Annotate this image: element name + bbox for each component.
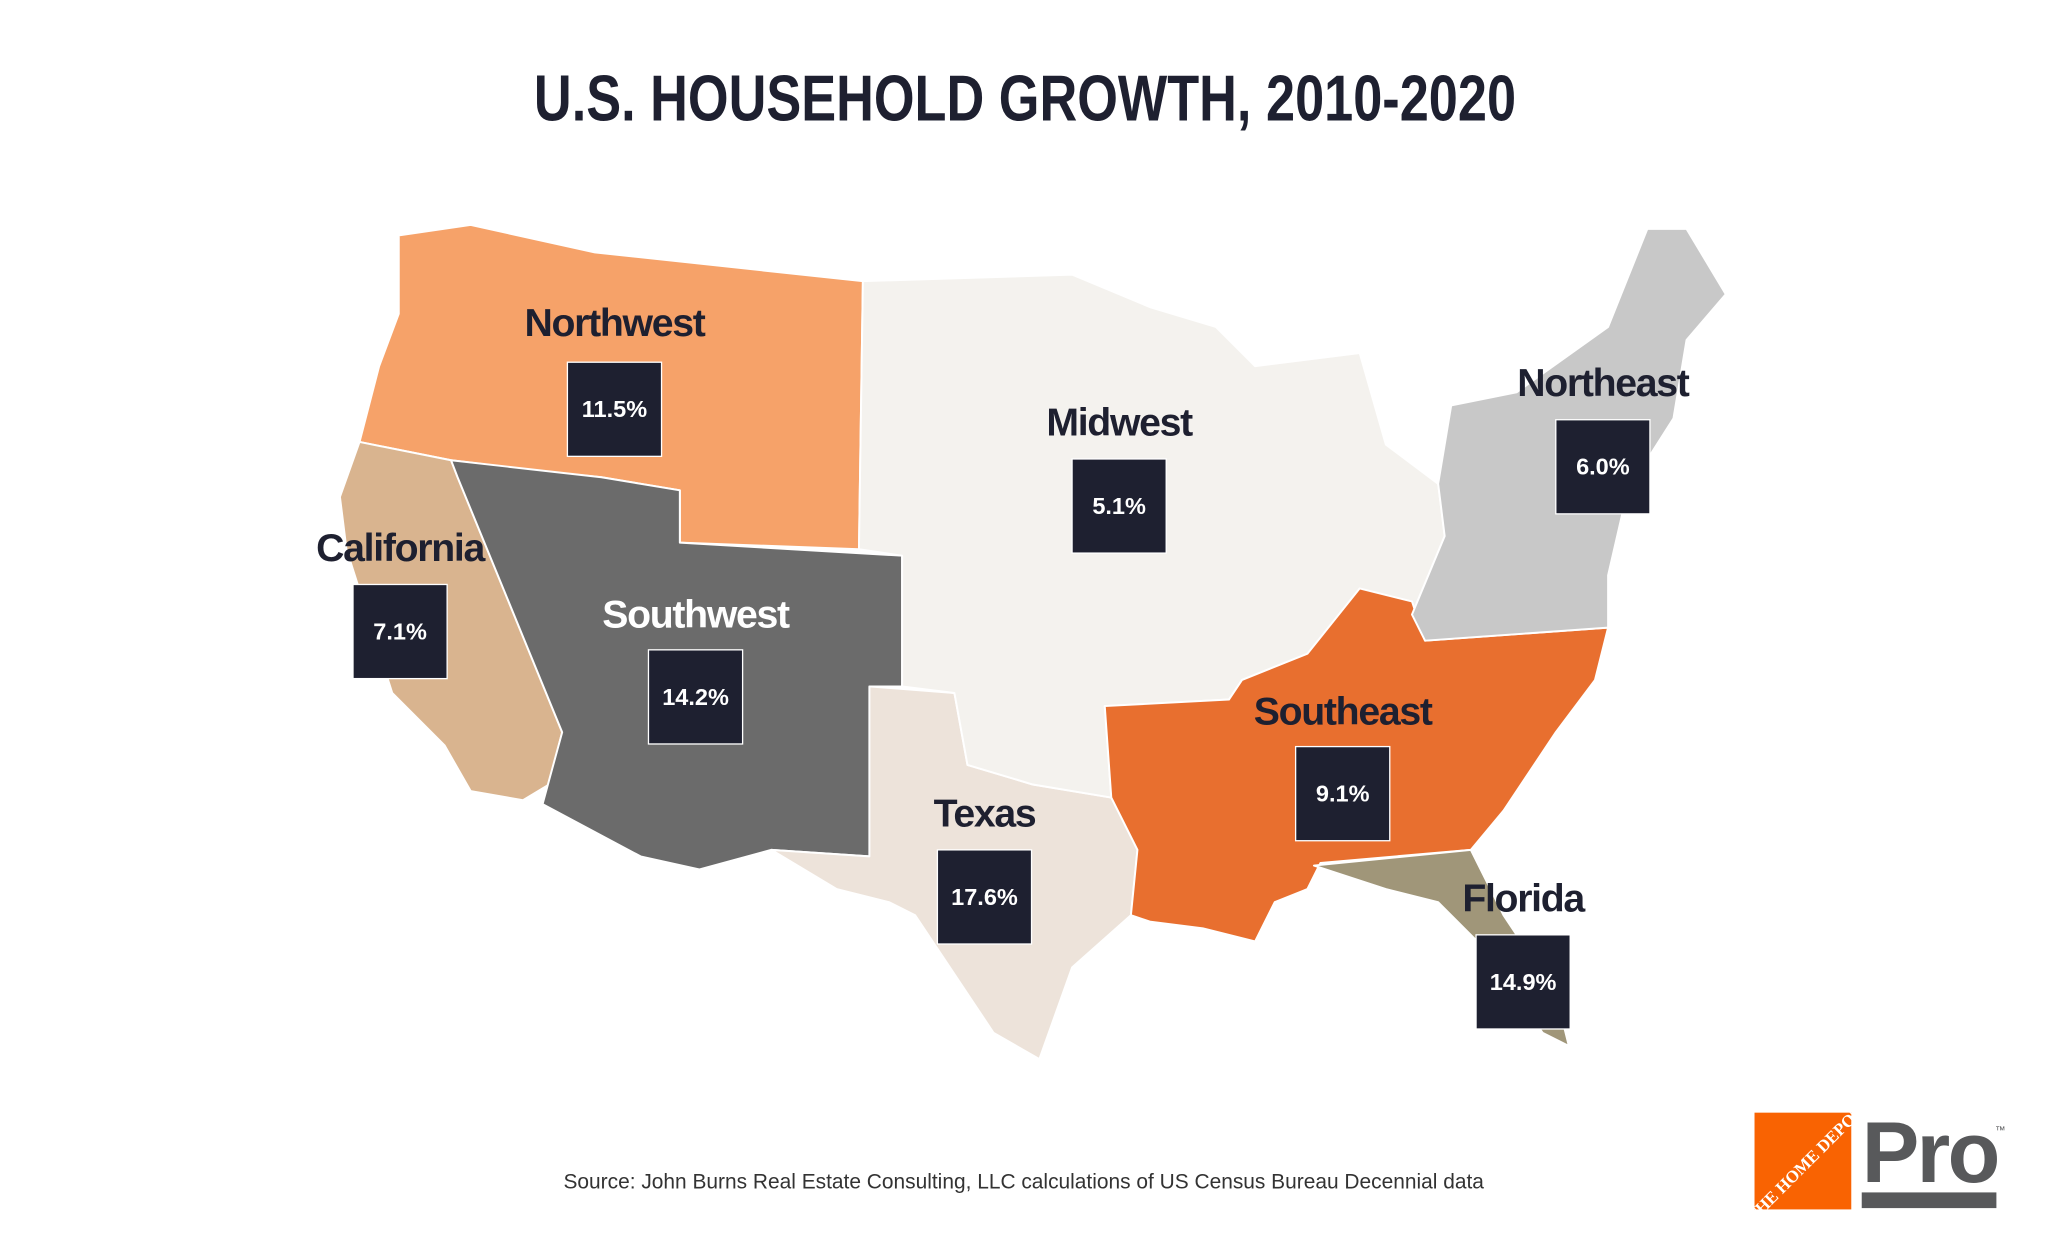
home-depot-logo-square	[1754, 1112, 1852, 1210]
value-box-southwest	[647, 649, 744, 745]
value-southwest: 14.2%	[662, 684, 729, 710]
label-northeast: Northeast	[1517, 361, 1690, 405]
value-midwest: 5.1%	[1092, 493, 1146, 519]
value-southeast: 9.1%	[1316, 780, 1370, 806]
value-box-southeast	[1294, 745, 1391, 842]
map-title: U.S. HOUSEHOLD GROWTH, 2010-2020	[534, 61, 1516, 135]
pro-logo-text: Pro	[1862, 1105, 1998, 1201]
source-note: Source: John Burns Real Estate Consultin…	[563, 1170, 1484, 1193]
label-texas: Texas	[934, 791, 1036, 835]
value-california: 7.1%	[373, 618, 427, 644]
value-box-northwest	[566, 361, 663, 457]
value-northwest: 11.5%	[582, 396, 647, 422]
home-depot-pro-logo: THE HOME DEPOT Pro ™	[1743, 1101, 2005, 1226]
label-southwest: Southwest	[602, 593, 790, 637]
label-california: California	[316, 526, 486, 570]
label-southeast: Southeast	[1254, 689, 1433, 733]
pro-text: Pro	[1862, 1105, 1998, 1201]
label-midwest: Midwest	[1046, 400, 1193, 444]
value-texas: 17.6%	[951, 884, 1018, 910]
regions	[338, 223, 1727, 1061]
value-box-texas	[936, 849, 1033, 945]
label-florida: Florida	[1462, 876, 1586, 920]
value-box-northeast	[1555, 419, 1651, 515]
value-box-florida	[1475, 934, 1571, 1030]
value-box-california	[352, 583, 448, 680]
label-northwest: Northwest	[524, 301, 705, 345]
pro-underline-bar	[1861, 1192, 1997, 1209]
trademark: ™	[1995, 1126, 2005, 1137]
value-box-midwest	[1071, 458, 1167, 554]
value-northeast: 6.0%	[1576, 454, 1630, 480]
value-florida: 14.9%	[1490, 969, 1557, 995]
